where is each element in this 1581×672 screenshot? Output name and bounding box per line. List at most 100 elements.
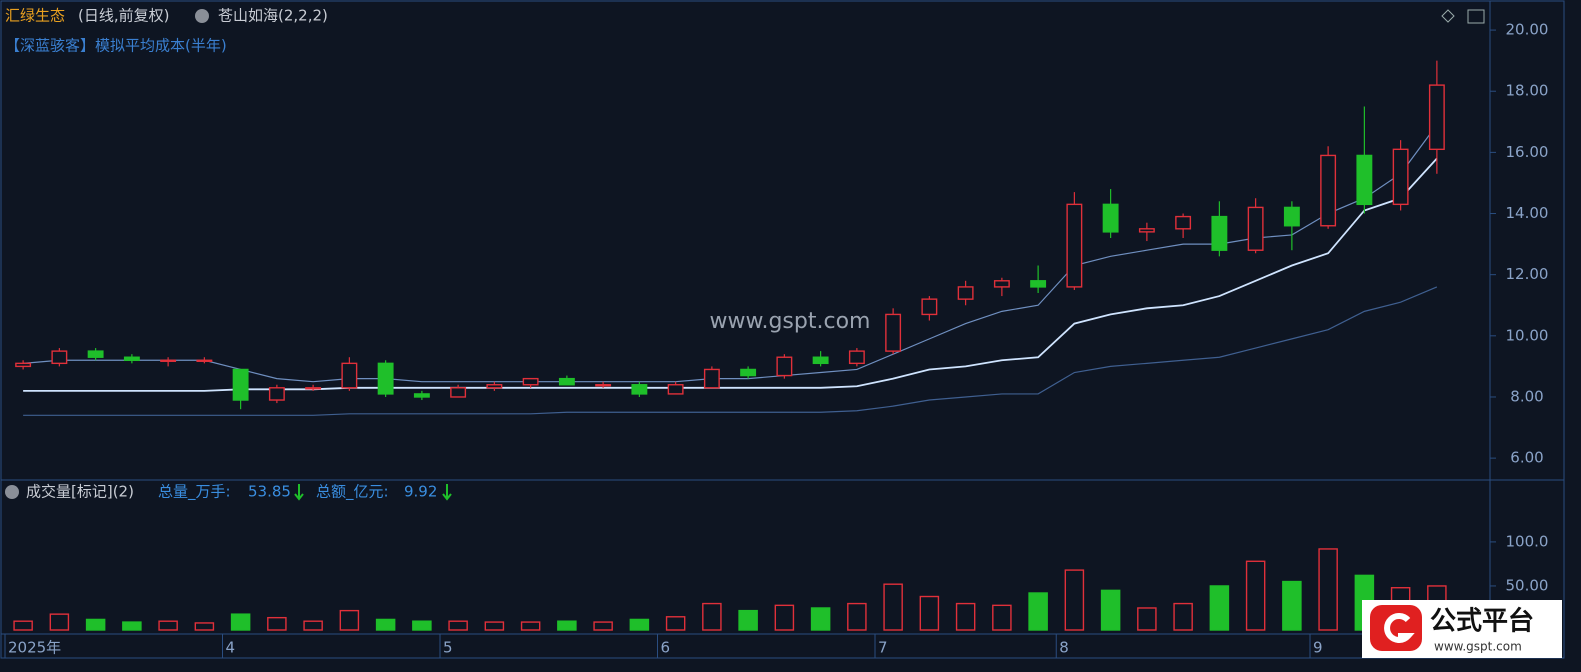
volume-bar [665, 616, 686, 631]
amount-value: 9.92 [404, 483, 437, 501]
y-tick-label: 16.00 [1506, 143, 1549, 161]
icon[interactable] [5, 485, 19, 499]
volume-bar [593, 621, 613, 631]
candle-body [377, 362, 394, 395]
candle-body [486, 384, 503, 389]
candle-body [1102, 203, 1119, 233]
volume-bar [1064, 569, 1085, 631]
candle-body [87, 350, 104, 358]
volume-bar [955, 602, 976, 631]
volume-bar [230, 613, 251, 631]
period: (日线,前复权) [78, 7, 169, 25]
volume-bar [919, 595, 940, 631]
y-tick-label: 8.00 [1510, 387, 1543, 405]
candle-body [1392, 148, 1409, 206]
logo-text: 公式平台 [1430, 606, 1534, 637]
volume-bar [1282, 580, 1302, 631]
volume-bar [339, 609, 360, 631]
total-value: 53.85 [248, 483, 291, 501]
candle-body [1175, 215, 1192, 230]
y-tick-label: 100.0 [1506, 532, 1549, 550]
volume-bar [85, 618, 106, 631]
watermark: www.gspt.com [710, 309, 871, 334]
icon[interactable] [1467, 9, 1485, 24]
volume-bar [448, 620, 468, 631]
candle-body [1066, 203, 1083, 288]
volume-bar [1137, 607, 1157, 631]
volume-bar [1028, 592, 1048, 631]
candle-body [268, 387, 285, 401]
candle-body [1428, 84, 1445, 151]
volume-bar [375, 618, 396, 631]
volume-bar [992, 604, 1012, 631]
candle-body [848, 350, 865, 365]
candle-body [1138, 228, 1155, 233]
candle-body [885, 313, 902, 352]
volume-bar [1173, 602, 1193, 631]
candle-body [957, 286, 974, 300]
volume-bar [738, 609, 758, 631]
candle-body [703, 368, 720, 389]
icon[interactable] [1441, 9, 1455, 23]
candle-body [558, 377, 575, 386]
x-tick-label: 7 [878, 639, 888, 657]
volume-bar [194, 622, 215, 631]
candle-body [1283, 206, 1300, 227]
volume-bar [158, 620, 178, 631]
y-tick-label: 6.00 [1510, 449, 1543, 467]
volume-bar [702, 602, 722, 631]
stock-name: 汇绿生态 [5, 7, 65, 25]
volume-bar [303, 620, 323, 631]
arrow [294, 484, 304, 501]
volume-bar [520, 621, 541, 631]
candle-body [595, 384, 612, 387]
candle-body [196, 359, 213, 362]
indicator: 苍山如海(2,2,2) [218, 7, 328, 25]
volume-bar [1209, 585, 1230, 631]
volume-title: 成交量[标记](2) [26, 483, 134, 501]
logo-icon [1370, 605, 1422, 651]
y-tick-label: 20.00 [1506, 21, 1549, 39]
total-label: 总量_万手: [158, 483, 231, 502]
frame [0, 0, 1565, 659]
volume-bar [1100, 589, 1121, 631]
volume-bar [883, 583, 903, 631]
candle-body [123, 356, 140, 361]
y-tick-label: 10.00 [1506, 326, 1549, 344]
volume-bar [1318, 548, 1338, 631]
cost-line [23, 286, 1438, 416]
icon[interactable] [195, 9, 209, 23]
candle-body [631, 384, 648, 395]
logo-url: www.gspt.com [1434, 640, 1522, 654]
x-tick-label: 4 [226, 639, 236, 657]
candle-body [341, 362, 358, 389]
cost-label: 【深蓝骇客】模拟平均成本(半年) [5, 37, 227, 55]
arrow [442, 484, 452, 501]
candle-body [450, 387, 467, 398]
logo: 公式平台 www.gspt.com [1362, 600, 1562, 658]
cost-line [23, 124, 1438, 383]
cost-line [23, 157, 1438, 392]
candle-body [1320, 154, 1337, 227]
x-tick-label: 2025年 [8, 639, 61, 657]
candle-body [51, 350, 68, 365]
logo-icon [1384, 613, 1415, 643]
candle-body [160, 359, 177, 362]
x-tick-label: 5 [443, 639, 453, 657]
candle-body [413, 393, 430, 398]
volume-bar [122, 621, 142, 631]
candle-body [1211, 215, 1228, 251]
volume-bar [49, 613, 70, 631]
volume-bar [13, 620, 33, 631]
x-tick-label: 9 [1313, 639, 1323, 657]
candle-body [776, 356, 793, 377]
candle-body [812, 356, 829, 365]
x-tick-label: 6 [661, 639, 671, 657]
candle-body [1247, 206, 1264, 251]
volume-bar [267, 616, 287, 631]
candle-body [1356, 154, 1373, 206]
volume-bar [1245, 560, 1266, 631]
candle-body [921, 298, 938, 316]
